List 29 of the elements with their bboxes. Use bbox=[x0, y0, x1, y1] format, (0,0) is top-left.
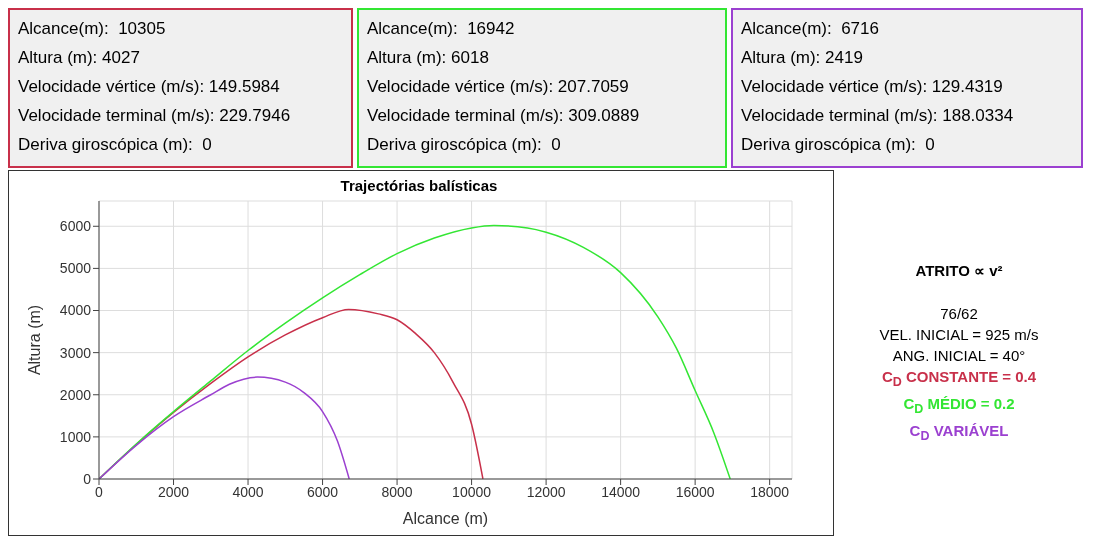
text: Alcance(m): 6716 Altura (m): 2419 Velocidade vértice (m/s): 129.4319 Velocidade terminal (m/s): 188.0334 Deriva giroscópica (m): 0 bbox=[741, 18, 1015, 156]
x-tick-label: 6000 bbox=[306, 483, 339, 500]
x-tick-label: 10000 bbox=[452, 483, 492, 500]
x-tick-label: 0 bbox=[95, 483, 104, 500]
y-tick-label: 3000 bbox=[59, 344, 92, 361]
text: ATRITO ∝ v² bbox=[915, 260, 1003, 281]
x-tick-label: 8000 bbox=[381, 483, 413, 500]
y-tick-label: 4000 bbox=[59, 302, 92, 319]
y-tick-label: 1000 bbox=[59, 428, 92, 445]
x-tick-label: 14000 bbox=[601, 483, 641, 500]
x-tick-label: 16000 bbox=[675, 483, 715, 500]
x-axis-title: Alcance (m) bbox=[402, 510, 489, 527]
text: C$_{D}$ VARIÁVEL bbox=[909, 420, 1009, 445]
text: C$_{D}$ MÉDIO = 0.2 bbox=[903, 393, 1015, 418]
chart-title: Trajectórias balísticas bbox=[340, 177, 498, 194]
y-tick-label: 6000 bbox=[59, 218, 92, 235]
text: C$_{D}$ CONSTANTE = 0.4 bbox=[881, 366, 1037, 391]
text: Alcance(m): 10305 Altura (m): 4027 Velocidade vértice (m/s): 149.5984 Velocidade terminal (m/s): 229.7946 Deriva giroscópica (m): 0 bbox=[18, 18, 292, 156]
line-series bbox=[99, 376, 350, 479]
text: 76/62 VEL. INICIAL = 925 m/s ANG. INICIAL = 40° bbox=[879, 303, 1039, 366]
y-tick-label: 0 bbox=[83, 470, 92, 487]
x-tick-label: 12000 bbox=[526, 483, 566, 500]
x-tick-label: 4000 bbox=[232, 483, 264, 500]
text: Alcance(m): 16942 Altura (m): 6018 Velocidade vértice (m/s): 207.7059 Velocidade terminal (m/s): 309.0889 Deriva giroscópica (m): 0 bbox=[367, 18, 641, 156]
y-tick-label: 5000 bbox=[59, 260, 92, 277]
y-axis-title: Altura (m) bbox=[25, 304, 43, 376]
y-tick-label: 2000 bbox=[59, 386, 92, 403]
x-tick-label: 2000 bbox=[157, 483, 190, 500]
x-tick-label: 18000 bbox=[750, 483, 790, 500]
